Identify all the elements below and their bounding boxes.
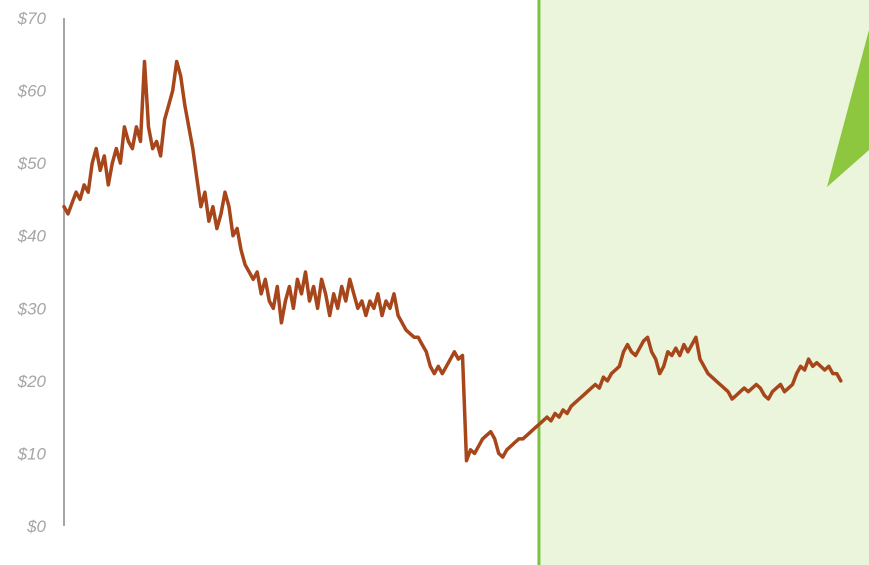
- highlight-region: [538, 0, 869, 565]
- y-axis-ticks: $0 $10 $20 $30 $40 $50 $60 $70: [17, 9, 47, 536]
- y-tick-label: $20: [17, 372, 47, 391]
- y-tick-label: $30: [17, 299, 47, 318]
- y-tick-label: $70: [17, 9, 47, 28]
- callout-arrow: [827, 30, 869, 187]
- y-tick-label: $50: [17, 154, 47, 173]
- y-tick-label: $40: [17, 227, 47, 246]
- y-tick-label: $60: [17, 82, 47, 101]
- y-tick-label: $10: [17, 444, 47, 463]
- y-tick-label: $0: [26, 517, 46, 536]
- price-line: [62, 59, 843, 463]
